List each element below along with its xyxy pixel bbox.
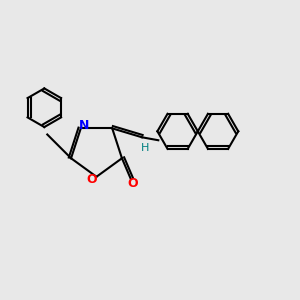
Text: N: N (79, 119, 89, 132)
Text: H: H (141, 143, 149, 153)
Text: O: O (127, 177, 138, 190)
Text: O: O (87, 173, 98, 186)
